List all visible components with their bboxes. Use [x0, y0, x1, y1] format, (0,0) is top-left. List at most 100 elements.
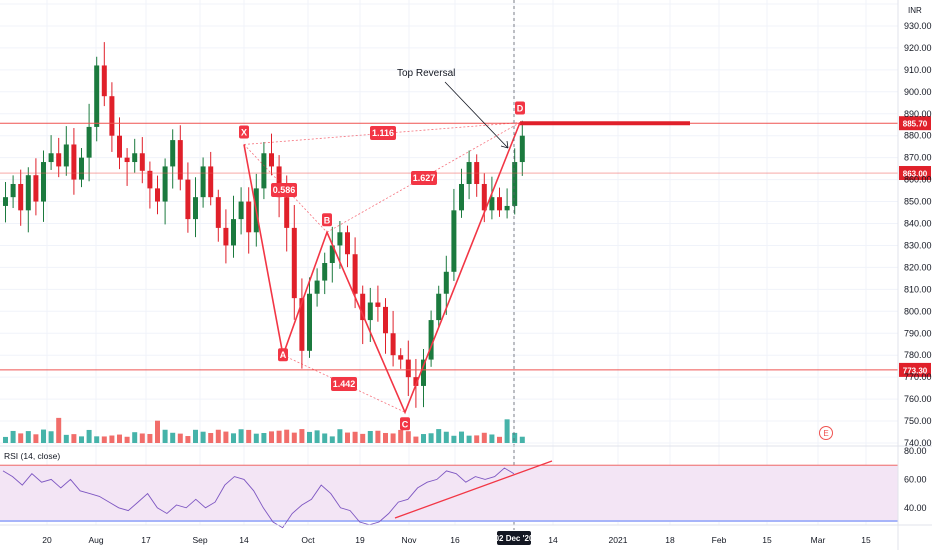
- volume-bar: [139, 433, 145, 443]
- time-tick-label: 14: [548, 535, 558, 545]
- volume-bar: [79, 436, 84, 443]
- volume-bar: [360, 433, 366, 443]
- price-axis: 740.00 750.00 760.00 770.00 780.00 790.00 800.…: [897, 0, 932, 550]
- volume-bar: [345, 432, 350, 443]
- candle-body: [101, 65, 107, 97]
- candle-body: [208, 166, 214, 198]
- candle-body: [459, 183, 464, 211]
- time-tick-label: Feb: [712, 535, 727, 545]
- candle-body: [291, 227, 297, 299]
- volume-bar: [208, 433, 214, 443]
- price-tick-label: 760.00: [904, 394, 932, 404]
- candle-body: [170, 140, 176, 167]
- candle-body: [3, 197, 8, 206]
- grid: [0, 0, 898, 525]
- price-tick-label: 830.00: [904, 240, 932, 250]
- candle-body: [428, 320, 434, 360]
- volume-bar: [436, 429, 442, 443]
- pattern-point-badge[interactable]: [278, 348, 288, 362]
- volume-bar: [261, 433, 267, 443]
- volume-bar: [155, 420, 160, 443]
- pattern-point-badge[interactable]: [322, 213, 332, 227]
- volume-bar: [246, 429, 252, 443]
- volume-bar: [117, 434, 122, 443]
- volume-bar: [238, 429, 244, 443]
- volume-bar: [474, 435, 480, 443]
- price-tick-label: 900.00: [904, 87, 932, 97]
- candle-body: [56, 153, 62, 167]
- time-tick-label: Oct: [301, 535, 315, 545]
- time-tick-label: 2021: [609, 535, 628, 545]
- candle-body: [132, 153, 138, 163]
- candle-body: [117, 135, 122, 158]
- volume-bar: [314, 430, 320, 443]
- pattern-ratio-label: 1.442: [333, 379, 356, 389]
- candle-body: [238, 201, 244, 220]
- harmonic-pattern[interactable]: X A B C D 0.586 1.442 1.627 1.116 E: [239, 0, 833, 530]
- volume-bar: [375, 430, 381, 443]
- candle-body: [367, 302, 373, 321]
- rsi-tick-label: 80.00: [904, 446, 927, 456]
- candle-body: [421, 359, 426, 386]
- price-tick-label: 930.00: [904, 21, 932, 31]
- candle-body: [390, 333, 396, 356]
- volume-bar: [124, 436, 130, 443]
- rsi-pane: 80.00 60.00 40.00: [0, 445, 932, 529]
- candle-body: [193, 197, 198, 220]
- volume-bar: [147, 433, 153, 443]
- volume-bar: [25, 431, 31, 443]
- candle-body: [223, 227, 229, 246]
- rsi-trendline[interactable]: [394, 460, 553, 519]
- pattern-point-badge[interactable]: [239, 125, 249, 139]
- current-date-badge: [497, 531, 531, 545]
- candle-body: [481, 183, 487, 211]
- candle-body: [337, 232, 343, 246]
- volume-bar: [223, 431, 229, 443]
- candle-body: [215, 197, 221, 228]
- price-tick-label: 810.00: [904, 284, 932, 294]
- rsi-line[interactable]: [2, 467, 515, 529]
- candle-body: [147, 170, 153, 189]
- candle-body: [497, 197, 502, 211]
- top-reversal-arrow: [444, 81, 509, 149]
- pattern-point-badge[interactable]: [400, 417, 410, 431]
- rsi-label[interactable]: RSI (14, close): [4, 451, 60, 461]
- candle-body: [269, 153, 274, 167]
- pattern-ratio-badge[interactable]: [271, 183, 297, 197]
- pattern-ratio-badge[interactable]: [370, 126, 396, 140]
- pattern-ratio-badge[interactable]: [411, 171, 437, 185]
- pattern-ratio-label: 0.586: [273, 185, 296, 195]
- candle-body: [383, 306, 388, 334]
- candle-body: [79, 157, 84, 180]
- volume-bar: [367, 430, 373, 443]
- time-axis: 20 Aug 17 Sep 14 Oct 19 Nov 16 02 Dec '20 14 2021 18…: [0, 524, 932, 545]
- volume-bar: [94, 436, 100, 443]
- candle-body: [71, 144, 77, 180]
- pattern-point-label: D: [517, 104, 524, 114]
- candle-body: [512, 162, 518, 206]
- pattern-ratio-badge[interactable]: [331, 377, 357, 391]
- time-tick-label: 17: [141, 535, 151, 545]
- price-tick-label: 880.00: [904, 131, 932, 141]
- volume-bar: [18, 433, 24, 443]
- volume-bar: [307, 431, 312, 443]
- volume-bar: [269, 431, 274, 443]
- price-tick-label: 750.00: [904, 416, 932, 426]
- pattern-point-badge[interactable]: [515, 101, 525, 115]
- candle-body: [10, 183, 16, 198]
- volume-bar: [443, 431, 449, 443]
- price-tag-lower: [899, 362, 931, 377]
- pattern-ratio-line: [326, 122, 521, 233]
- candle-body: [109, 96, 115, 136]
- volume-bar: [200, 431, 206, 443]
- volume-bar: [284, 429, 290, 443]
- volume-bar: [3, 436, 8, 443]
- price-tick-label: 740.00: [904, 438, 932, 448]
- time-tick-label: Aug: [88, 535, 103, 545]
- price-tick-label: 890.00: [904, 109, 932, 119]
- event-marker[interactable]: [819, 426, 833, 440]
- volume-bar: [291, 432, 297, 443]
- price-tick-label: 800.00: [904, 306, 932, 316]
- volume-bar: [276, 430, 282, 443]
